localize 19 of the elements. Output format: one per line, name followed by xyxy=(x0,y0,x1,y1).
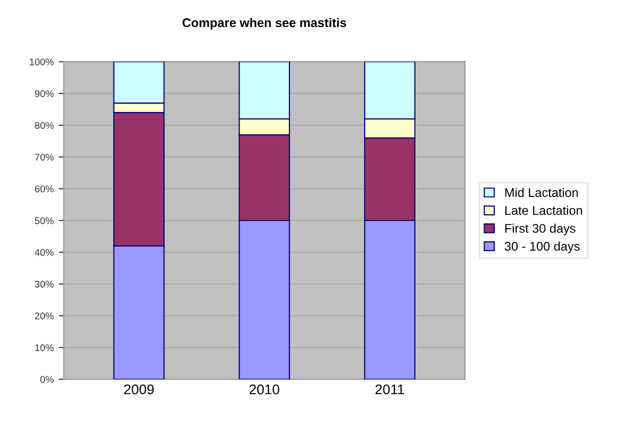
y-tick-label: 40% xyxy=(34,248,54,256)
y-tick-label: 60% xyxy=(35,185,54,192)
x-tick-label: 2011 xyxy=(376,384,404,394)
y-tick-label: 30% xyxy=(34,280,54,288)
y-tick-label: 70% xyxy=(35,154,54,161)
legend-label: Late Lactation xyxy=(505,206,582,215)
x-tick-label: 2009 xyxy=(124,384,154,394)
y-tick-label: 80% xyxy=(34,122,54,129)
y-tick-label: 90% xyxy=(34,90,54,98)
y-tick-label: 10% xyxy=(35,344,54,352)
y-tick-label: 50% xyxy=(34,217,54,224)
legend-label: First 30 days xyxy=(505,224,576,236)
x-tick-label: 2010 xyxy=(250,384,280,394)
legend-label: Mid Lactation xyxy=(505,188,578,197)
y-tick-label: 100% xyxy=(30,58,54,66)
y-tick-label: 20% xyxy=(35,312,54,320)
chart-title: Compare when see mastitis xyxy=(182,18,346,30)
legend-label: 30 - 100 days xyxy=(504,242,580,254)
y-tick-label: 0% xyxy=(40,376,54,383)
